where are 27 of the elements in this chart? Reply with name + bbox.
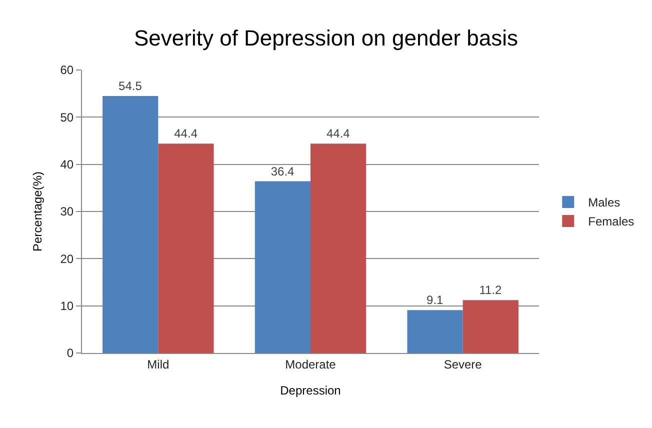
data-label: 44.4 xyxy=(174,126,198,141)
data-label: 54.5 xyxy=(118,78,142,93)
data-label: 9.1 xyxy=(426,293,444,308)
x-tick-label: Moderate xyxy=(285,357,336,372)
bar xyxy=(158,144,214,353)
data-label: 36.4 xyxy=(270,164,295,178)
legend-label: Males xyxy=(588,196,620,210)
y-tick-label: 0 xyxy=(66,346,74,360)
bar xyxy=(407,310,463,353)
y-tick-label: 20 xyxy=(60,252,74,266)
x-tick-label: Severe xyxy=(444,357,482,372)
y-tick-label: 60 xyxy=(60,63,74,78)
y-tick-label: 30 xyxy=(60,204,74,219)
legend-label: Females xyxy=(588,214,634,229)
y-tick-label: 40 xyxy=(60,158,74,172)
bar xyxy=(462,300,518,353)
bar xyxy=(310,144,366,353)
x-tick-label: Mild xyxy=(147,357,170,372)
x-axis-title: Depression xyxy=(280,383,341,398)
y-tick-label: 50 xyxy=(60,110,74,124)
data-label: 44.4 xyxy=(326,126,350,141)
y-axis-title: Percentage(%) xyxy=(30,171,45,252)
bar xyxy=(254,181,310,353)
data-label: 11.2 xyxy=(479,283,502,298)
y-tick-label: 10 xyxy=(60,299,74,314)
chart-title: Severity of Depression on gender basis xyxy=(134,25,518,50)
bar xyxy=(102,96,158,353)
